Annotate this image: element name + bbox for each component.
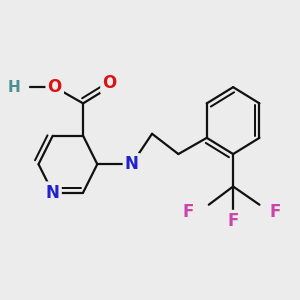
Text: F: F: [183, 202, 194, 220]
Text: N: N: [46, 184, 60, 202]
Text: O: O: [48, 78, 62, 96]
Text: N: N: [125, 155, 139, 173]
Text: O: O: [102, 74, 117, 92]
Text: F: F: [270, 202, 281, 220]
Text: F: F: [227, 212, 239, 230]
Text: H: H: [8, 80, 21, 95]
